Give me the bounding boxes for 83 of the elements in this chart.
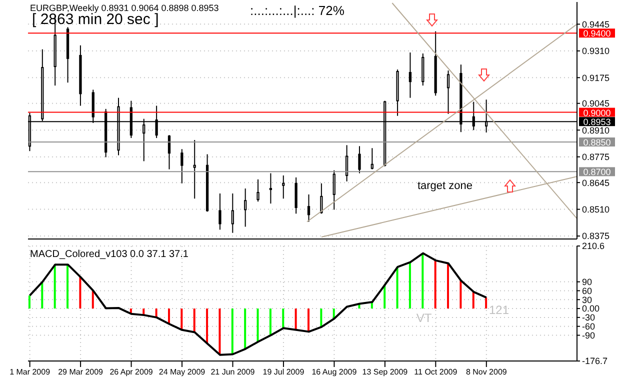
y-tick-label: -90: [582, 330, 596, 340]
y-tick-label: 0.8645: [582, 178, 610, 188]
x-tick-label: 1 Mar 2009: [10, 368, 51, 377]
bar: [66, 264, 69, 309]
candlestick: [332, 170, 336, 210]
y-tick-label: 0.9045: [582, 98, 610, 109]
bar: [231, 308, 234, 354]
y-tick-label: 0.8510: [582, 204, 610, 214]
y-tick-label: 0.9445: [582, 19, 610, 30]
bar: [422, 253, 424, 309]
annotation: target zone: [417, 180, 473, 192]
x-tick-label: 21 Jun 2009: [210, 368, 256, 377]
bar: [320, 308, 322, 327]
y-tick-label: -60: [582, 322, 596, 332]
candlestick: [345, 144, 348, 182]
x-tick-label: 8 Nov 2009: [466, 368, 508, 377]
x-tick-label: 11 Oct 2009: [414, 368, 458, 377]
ref-line-label: 0.8850: [583, 137, 611, 148]
y-tick-label: 0.00: [582, 304, 600, 314]
x-tick-label: 19 Jul 2009: [262, 368, 305, 377]
candlestick: [244, 188, 247, 228]
candlestick: [446, 70, 450, 114]
y-tick-label: 0.9175: [582, 72, 610, 83]
y-tick-label: 0.8375: [582, 231, 610, 242]
bar: [92, 290, 94, 309]
candlestick: [218, 192, 222, 230]
bar: [256, 308, 259, 342]
chart-title: EURGBP,Weekly 0.8931 0.9064 0.8898 0.8953: [30, 3, 219, 13]
bar: [168, 308, 170, 324]
candlestick: [307, 194, 310, 222]
annotation: :...:...:...|:...: 72%: [250, 3, 345, 18]
bar: [41, 282, 44, 309]
ref-line-label: 0.9000: [583, 108, 611, 118]
bar: [308, 308, 310, 332]
y-tick-label: 30: [582, 294, 592, 305]
y-tick-label: 60: [582, 286, 592, 296]
y-tick-label: -176.7: [582, 356, 608, 366]
y-tick-label: 0.8910: [582, 125, 610, 136]
x-tick-label: 13 Sep 2009: [362, 368, 408, 377]
candlestick: [231, 192, 234, 234]
annotation: 121: [488, 303, 510, 317]
bar: [206, 308, 208, 344]
bar: [485, 298, 488, 309]
ref-line-label: 0.8700: [583, 167, 611, 178]
y-tick-label: -30: [582, 312, 596, 323]
ref-line-label: 0.8953: [583, 117, 611, 128]
candlestick: [193, 140, 196, 200]
x-tick-label: 16 Aug 2009: [312, 368, 358, 377]
annotation: VT: [416, 311, 432, 325]
y-tick-label: 210.6: [582, 241, 605, 252]
bar: [460, 280, 462, 309]
candlestick: [358, 146, 361, 174]
bar: [384, 284, 386, 309]
bar: [79, 277, 82, 309]
bar: [193, 308, 196, 332]
bar: [269, 308, 272, 336]
candlestick: [370, 148, 374, 170]
candlestick: [256, 178, 260, 202]
bar: [180, 308, 183, 330]
candlestick: [282, 174, 285, 200]
bar: [408, 262, 411, 309]
y-tick-label: 90: [582, 277, 592, 288]
bar: [447, 263, 450, 309]
candlestick: [408, 52, 412, 98]
x-tick-label: 26 Apr 2009: [110, 368, 154, 377]
bar: [472, 292, 474, 309]
bar: [54, 264, 56, 309]
y-tick-label: 0.8775: [582, 152, 610, 162]
candlestick: [180, 148, 184, 184]
bar: [244, 308, 246, 349]
candlestick: [168, 134, 171, 170]
candlestick: [269, 172, 272, 204]
y-tick-label: 0.9310: [582, 46, 610, 56]
bar: [434, 260, 436, 309]
ref-line-label: 0.9400: [583, 28, 611, 39]
x-tick-label: 24 May 2009: [158, 368, 206, 377]
chart-title: MACD_Colored_v103 0.0 37.1 37.1: [30, 249, 189, 260]
bar: [396, 266, 398, 309]
bar: [28, 295, 30, 309]
bar: [282, 308, 284, 328]
bar: [218, 308, 221, 355]
bar: [294, 308, 297, 330]
x-tick-label: 29 Mar 2009: [58, 368, 104, 377]
